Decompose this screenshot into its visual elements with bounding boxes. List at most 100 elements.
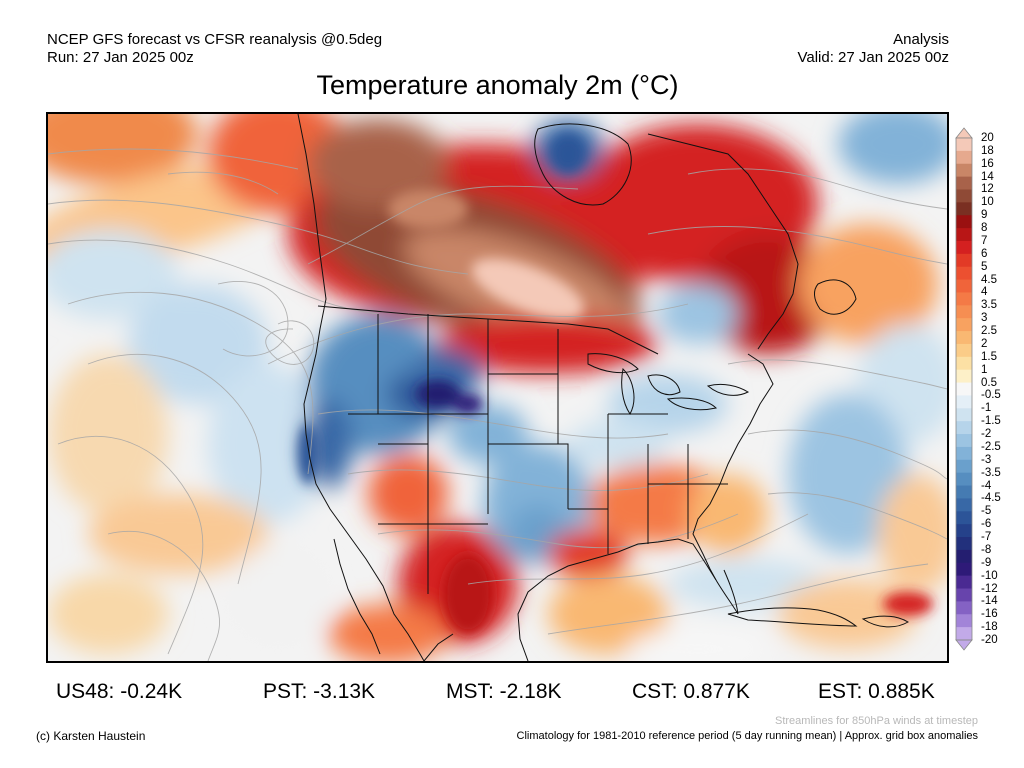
legend-swatch xyxy=(956,434,972,448)
legend-tick-label: -18 xyxy=(981,621,998,634)
legend-tick-label: 3.5 xyxy=(981,299,997,312)
legend-tick-label: 14 xyxy=(981,170,994,183)
legend-swatch xyxy=(956,511,972,525)
copyright-credit: (c) Karsten Haustein xyxy=(36,729,146,743)
legend-swatch xyxy=(956,472,972,487)
legend-tick-label: 4 xyxy=(981,286,988,299)
legend-swatch xyxy=(956,627,972,641)
legend-swatch xyxy=(956,202,972,216)
legend-swatch xyxy=(956,253,972,268)
legend-tick-label: -16 xyxy=(981,608,998,621)
stat-est: EST: 0.885K xyxy=(818,680,935,703)
run-time: Run: 27 Jan 2025 00z xyxy=(47,49,194,66)
legend-swatch xyxy=(956,614,972,628)
stat-cst: CST: 0.877K xyxy=(632,680,750,703)
legend-tick-label: -20 xyxy=(981,634,998,646)
legend-tick-label: 7 xyxy=(981,234,988,247)
legend-tick-label: 18 xyxy=(981,144,994,157)
legend-swatch xyxy=(956,446,972,461)
legend-tick-label: 3 xyxy=(981,312,988,325)
legend-tick-label: 20 xyxy=(981,132,994,144)
legend-swatch xyxy=(956,485,972,499)
legend-swatch xyxy=(956,331,972,345)
legend-swatch xyxy=(956,369,972,384)
legend-min-arrow xyxy=(955,639,973,651)
anomaly-detail xyxy=(298,134,933,634)
legend-swatch xyxy=(956,305,972,319)
legend-swatch xyxy=(956,150,972,165)
streamlines-note: Streamlines for 850hPa winds at timestep xyxy=(775,715,978,727)
legend-tick-label: -0.5 xyxy=(981,389,1001,402)
legend-swatch xyxy=(956,549,972,564)
legend-swatch xyxy=(956,176,972,190)
legend-tick-label: -3 xyxy=(981,453,992,466)
legend-swatch xyxy=(956,601,972,615)
legend-tick-label: 12 xyxy=(981,183,994,196)
legend-tick-label: 6 xyxy=(981,247,988,260)
legend-swatch xyxy=(956,228,972,242)
legend-swatch xyxy=(956,562,972,577)
stat-pst: PST: -3.13K xyxy=(263,680,376,703)
legend-swatch xyxy=(956,215,972,229)
legend-swatch xyxy=(956,279,972,293)
legend-swatch xyxy=(956,395,972,409)
legend-tick-label: 2 xyxy=(981,337,988,350)
climatology-note: Climatology for 1981-2010 reference peri… xyxy=(516,730,978,742)
legend-swatch xyxy=(956,189,972,203)
legend-tick-label: -5 xyxy=(981,505,992,518)
legend-swatch xyxy=(956,588,972,602)
color-legend-bar xyxy=(955,127,973,651)
stat-us48: US48: -0.24K xyxy=(56,680,183,703)
legend-tick-label: -2.5 xyxy=(981,440,1001,453)
valid-time: Valid: 27 Jan 2025 00z xyxy=(797,49,949,66)
legend-tick-label: -7 xyxy=(981,531,992,544)
legend-swatch xyxy=(956,498,972,512)
legend-swatch xyxy=(956,318,972,332)
anomaly-field xyxy=(48,114,947,661)
legend-swatch xyxy=(956,459,972,474)
legend-tick-label: 8 xyxy=(981,222,988,235)
analysis-label: Analysis xyxy=(893,31,949,48)
legend-swatch xyxy=(956,356,972,371)
legend-tick-label: -4 xyxy=(981,479,992,492)
legend-tick-label: -1 xyxy=(981,402,992,415)
legend-swatch xyxy=(956,382,972,396)
legend-tick-label: 5 xyxy=(981,260,988,273)
legend-swatch xyxy=(956,138,972,152)
model-run-description: NCEP GFS forecast vs CFSR reanalysis @0.… xyxy=(47,31,383,48)
legend-tick-label: 16 xyxy=(981,157,994,170)
map-title: Temperature anomaly 2m (°C) xyxy=(316,70,679,100)
legend-tick-label: 9 xyxy=(981,209,988,222)
legend-tick-label: -14 xyxy=(981,595,998,608)
coastlines-and-borders xyxy=(297,114,909,661)
temperature-anomaly-map xyxy=(46,112,949,663)
legend-tick-label: -6 xyxy=(981,518,992,531)
legend-tick-label: -3.5 xyxy=(981,466,1001,479)
legend-tick-label: 2.5 xyxy=(981,325,997,338)
legend-tick-label: 1 xyxy=(981,363,988,376)
legend-tick-label: -4.5 xyxy=(981,492,1001,505)
wind-streamlines xyxy=(48,148,947,661)
legend-swatch xyxy=(956,343,972,358)
legend-tick-label: -9 xyxy=(981,556,992,569)
legend-tick-label: -8 xyxy=(981,543,992,556)
map-canvas xyxy=(48,114,947,661)
legend-max-arrow xyxy=(955,127,973,139)
legend-swatch xyxy=(956,575,972,590)
legend-swatch xyxy=(956,163,972,178)
legend-tick-label: 1.5 xyxy=(981,350,997,363)
legend-tick-label: -12 xyxy=(981,582,998,595)
legend-swatch xyxy=(956,266,972,281)
legend-swatch xyxy=(956,408,972,422)
legend-swatch xyxy=(956,524,972,538)
legend-swatch xyxy=(956,292,972,306)
legend-swatch xyxy=(956,421,972,435)
legend-tick-label: 0.5 xyxy=(981,376,997,389)
legend-swatch xyxy=(956,537,972,551)
legend-tick-label: 10 xyxy=(981,196,994,209)
legend-tick-label: 4.5 xyxy=(981,273,997,286)
legend-tick-label: -2 xyxy=(981,428,992,441)
legend-tick-label: -1.5 xyxy=(981,415,1001,428)
legend-tick-label: -10 xyxy=(981,569,998,582)
regional-stats: US48: -0.24K PST: -3.13K MST: -2.18K CST… xyxy=(0,680,1024,704)
